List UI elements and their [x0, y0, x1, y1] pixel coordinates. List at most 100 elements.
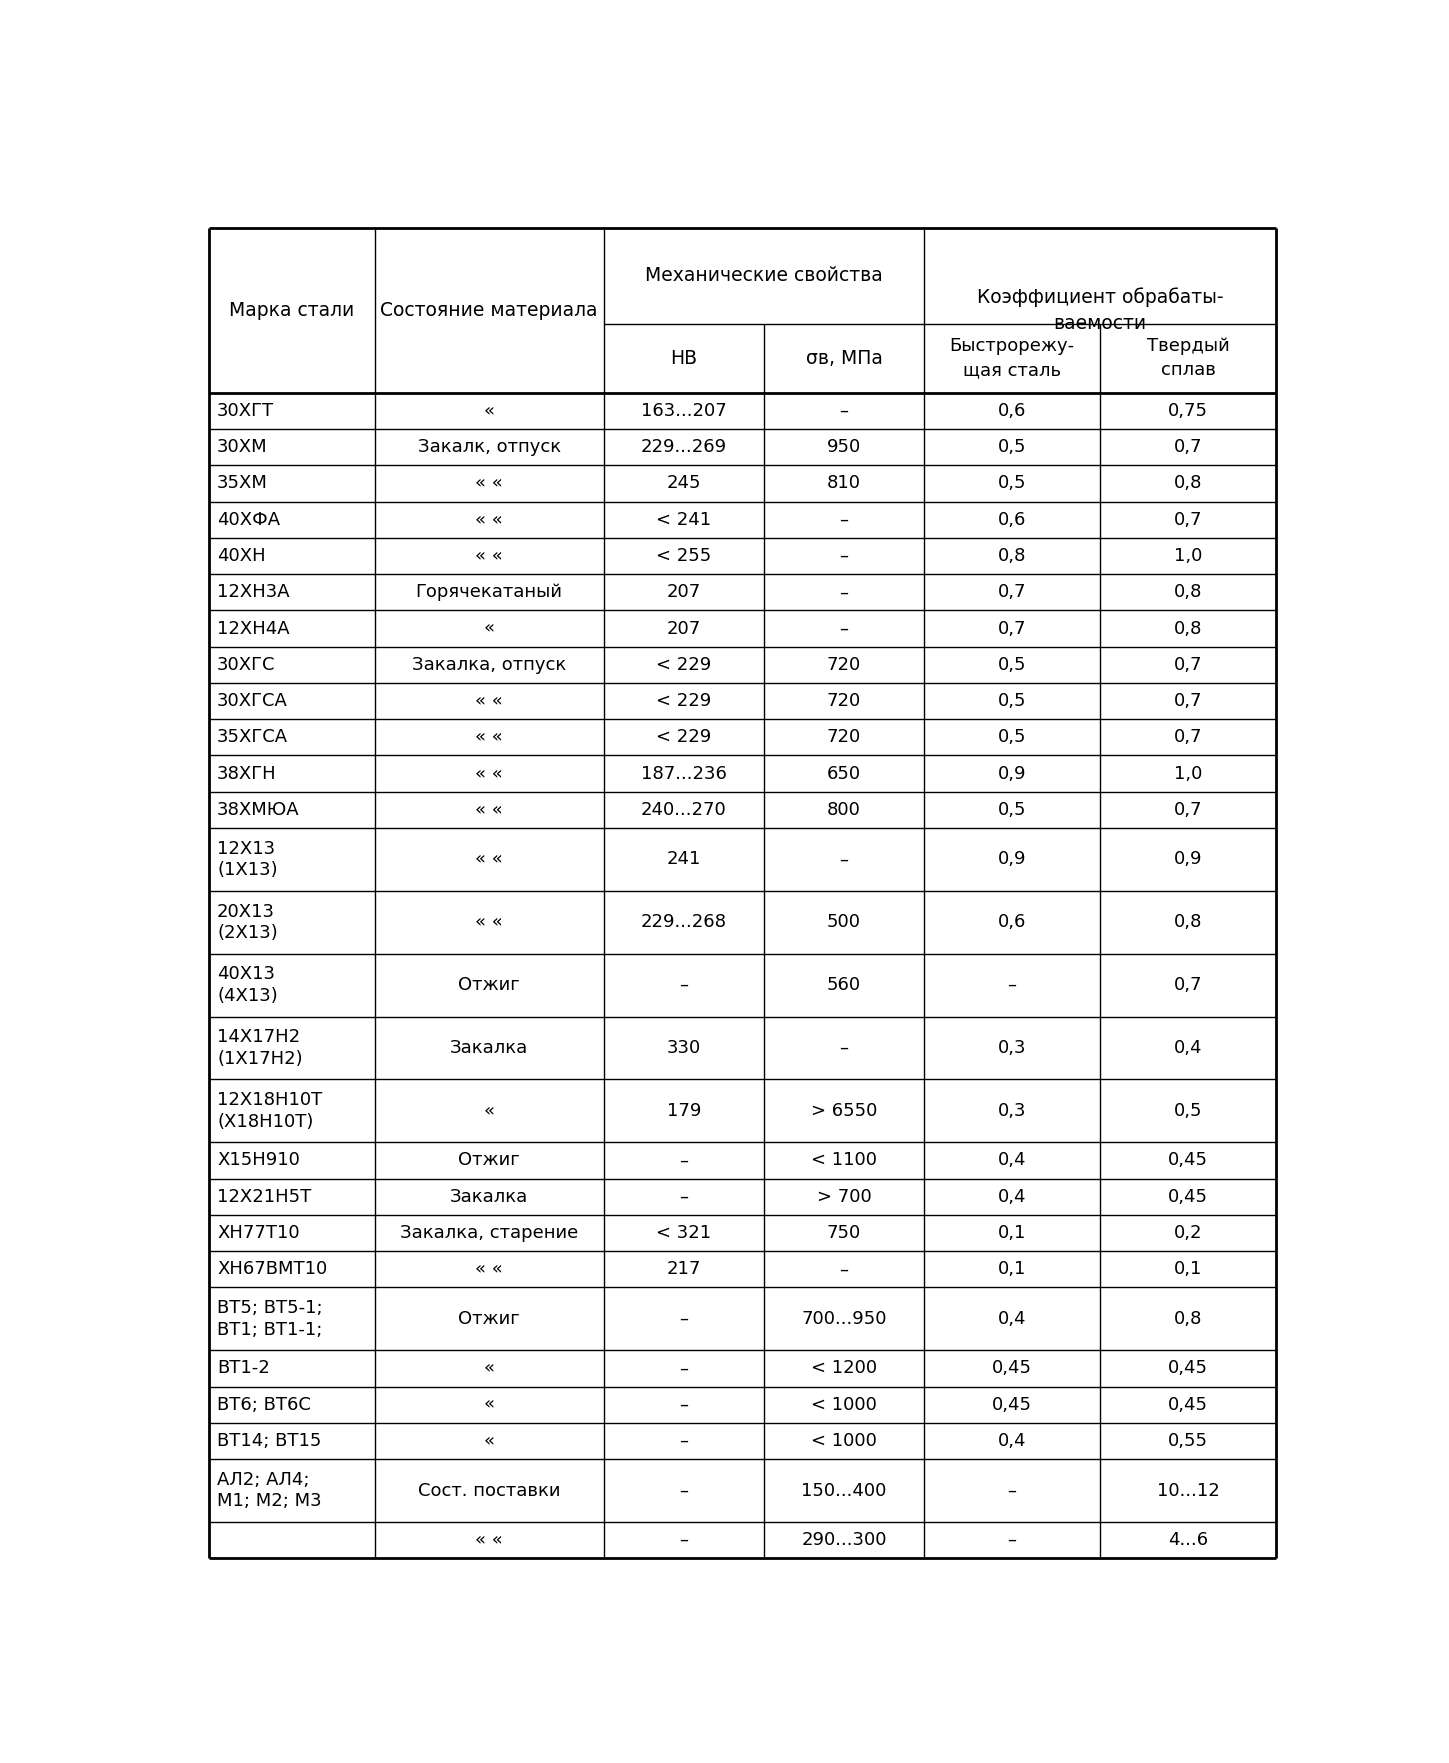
Text: 720: 720: [827, 656, 861, 673]
Text: < 1100: < 1100: [811, 1151, 877, 1169]
Text: < 229: < 229: [656, 656, 711, 673]
Text: 0,5: 0,5: [998, 439, 1026, 457]
Text: σв, МПа: σв, МПа: [806, 349, 882, 368]
Text: 14Х17Н2
(1Х17Н2): 14Х17Н2 (1Х17Н2): [217, 1028, 303, 1068]
Text: 0,7: 0,7: [1174, 656, 1203, 673]
Text: Отжиг: Отжиг: [458, 977, 520, 994]
Text: ВТ14; ВТ15: ВТ14; ВТ15: [217, 1432, 322, 1449]
Text: 0,75: 0,75: [1168, 402, 1208, 420]
Text: < 229: < 229: [656, 693, 711, 710]
Text: 560: 560: [827, 977, 861, 994]
Text: 0,7: 0,7: [1174, 728, 1203, 746]
Text: –: –: [680, 1432, 688, 1449]
Text: 0,4: 0,4: [998, 1310, 1026, 1328]
Text: 1,0: 1,0: [1174, 547, 1203, 564]
Text: «: «: [484, 1396, 494, 1414]
Text: 0,45: 0,45: [993, 1396, 1032, 1414]
Text: 150...400: 150...400: [801, 1481, 887, 1500]
Text: Х15Н910: Х15Н910: [217, 1151, 300, 1169]
Text: ХН67ВМТ10: ХН67ВМТ10: [217, 1261, 327, 1278]
Text: 0,6: 0,6: [998, 511, 1026, 529]
Text: 0,7: 0,7: [1174, 977, 1203, 994]
Text: 0,55: 0,55: [1168, 1432, 1208, 1449]
Text: 0,5: 0,5: [998, 728, 1026, 746]
Text: 0,5: 0,5: [1174, 1102, 1203, 1120]
Text: ВТ5; ВТ5-1;
ВТ1; ВТ1-1;: ВТ5; ВТ5-1; ВТ1; ВТ1-1;: [217, 1299, 323, 1338]
Text: –: –: [839, 584, 849, 601]
Text: –: –: [839, 1261, 849, 1278]
Text: –: –: [839, 1038, 849, 1058]
Text: > 6550: > 6550: [811, 1102, 877, 1120]
Text: Закалка: Закалка: [451, 1188, 529, 1206]
Text: > 700: > 700: [817, 1188, 871, 1206]
Text: 0,6: 0,6: [998, 913, 1026, 931]
Text: –: –: [680, 1396, 688, 1414]
Text: 241: 241: [667, 850, 701, 869]
Text: –: –: [839, 547, 849, 564]
Text: 30ХМ: 30ХМ: [217, 439, 268, 457]
Text: 12Х13
(1Х13): 12Х13 (1Х13): [217, 839, 278, 880]
Text: Закалка: Закалка: [451, 1038, 529, 1058]
Text: 0,4: 0,4: [998, 1188, 1026, 1206]
Text: ВТ6; ВТ6С: ВТ6; ВТ6С: [217, 1396, 312, 1414]
Text: 700...950: 700...950: [801, 1310, 887, 1328]
Text: « «: « «: [475, 474, 503, 492]
Text: 0,7: 0,7: [998, 619, 1026, 638]
Text: 0,7: 0,7: [1174, 800, 1203, 818]
Text: 0,45: 0,45: [993, 1359, 1032, 1377]
Text: 0,45: 0,45: [1168, 1359, 1208, 1377]
Text: < 1000: < 1000: [811, 1432, 877, 1449]
Text: 750: 750: [827, 1224, 861, 1241]
Text: 40ХФА: 40ХФА: [217, 511, 280, 529]
Text: «: «: [484, 1359, 494, 1377]
Text: 12Х18Н10Т
(Х18Н10Т): 12Х18Н10Т (Х18Н10Т): [217, 1091, 322, 1130]
Text: < 255: < 255: [656, 547, 711, 564]
Text: –: –: [680, 1310, 688, 1328]
Text: 290...300: 290...300: [801, 1530, 887, 1550]
Text: 0,45: 0,45: [1168, 1396, 1208, 1414]
Text: –: –: [680, 1188, 688, 1206]
Text: 0,7: 0,7: [1174, 693, 1203, 710]
Text: –: –: [839, 619, 849, 638]
Text: 35ХМ: 35ХМ: [217, 474, 268, 492]
Text: 0,8: 0,8: [1174, 584, 1203, 601]
Text: « «: « «: [475, 511, 503, 529]
Text: 0,8: 0,8: [1174, 619, 1203, 638]
Text: ХН77Т10: ХН77Т10: [217, 1224, 300, 1241]
Text: –: –: [680, 1481, 688, 1500]
Text: –: –: [1007, 977, 1017, 994]
Text: –: –: [839, 850, 849, 869]
Text: Коэффициент обрабаты-
ваемости: Коэффициент обрабаты- ваемости: [977, 287, 1223, 333]
Text: 20Х13
(2Х13): 20Х13 (2Х13): [217, 903, 278, 941]
Text: 0,9: 0,9: [998, 850, 1026, 869]
Text: 0,9: 0,9: [1174, 850, 1203, 869]
Text: 0,8: 0,8: [1174, 913, 1203, 931]
Text: 800: 800: [827, 800, 861, 818]
Text: 810: 810: [827, 474, 861, 492]
Text: 30ХГТ: 30ХГТ: [217, 402, 274, 420]
Text: 720: 720: [827, 728, 861, 746]
Text: 650: 650: [827, 765, 861, 783]
Text: 217: 217: [667, 1261, 701, 1278]
Text: 12ХН4А: 12ХН4А: [217, 619, 290, 638]
Text: < 241: < 241: [656, 511, 711, 529]
Text: 0,7: 0,7: [1174, 511, 1203, 529]
Text: < 1200: < 1200: [811, 1359, 877, 1377]
Text: 500: 500: [827, 913, 861, 931]
Text: 0,8: 0,8: [1174, 1310, 1203, 1328]
Text: 10...12: 10...12: [1156, 1481, 1220, 1500]
Text: 0,8: 0,8: [1174, 474, 1203, 492]
Text: 179: 179: [667, 1102, 701, 1120]
Text: 0,5: 0,5: [998, 474, 1026, 492]
Text: « «: « «: [475, 728, 503, 746]
Text: « «: « «: [475, 693, 503, 710]
Text: 0,3: 0,3: [998, 1102, 1026, 1120]
Text: « «: « «: [475, 1261, 503, 1278]
Text: 245: 245: [667, 474, 701, 492]
Text: 0,4: 0,4: [1174, 1038, 1203, 1058]
Text: 0,9: 0,9: [998, 765, 1026, 783]
Text: 0,2: 0,2: [1174, 1224, 1203, 1241]
Text: 207: 207: [667, 584, 701, 601]
Text: –: –: [680, 977, 688, 994]
Text: « «: « «: [475, 1530, 503, 1550]
